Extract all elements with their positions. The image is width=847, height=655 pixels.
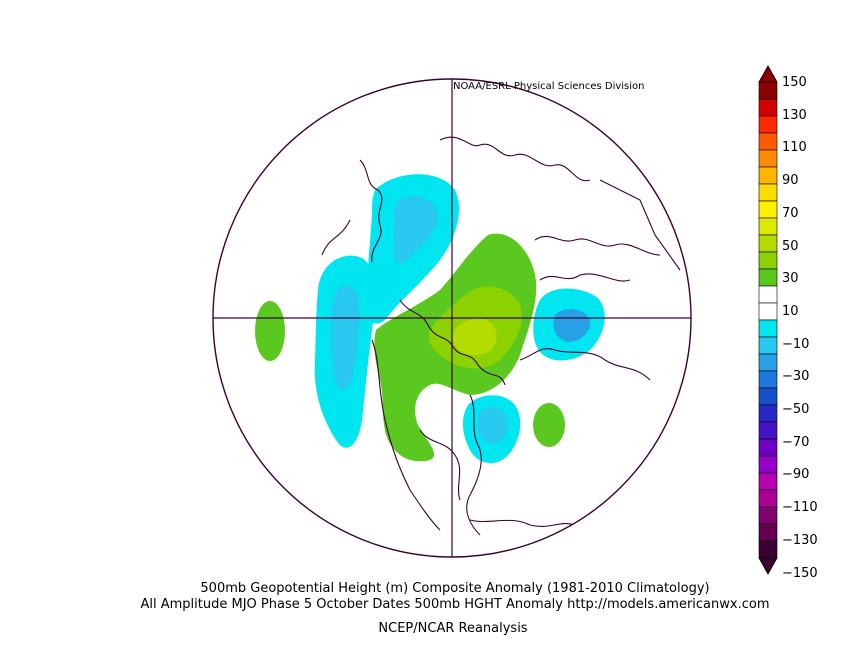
colorbar-swatch — [758, 421, 778, 440]
colorbar-swatch — [758, 523, 778, 542]
colorbar-swatch — [758, 268, 778, 287]
colorbar-tick-label: −110 — [782, 500, 818, 516]
colorbar-swatch — [758, 336, 778, 355]
anomaly-positive-pacific — [255, 301, 285, 361]
colorbar-swatch — [758, 81, 778, 100]
colorbar-swatch — [758, 251, 778, 270]
anomaly-negative-pacific-core — [330, 284, 360, 391]
colorbar-tick-label: 110 — [782, 140, 807, 156]
colorbar-top-arrow — [758, 65, 778, 83]
credit-text: NOAA/ESRL Physical Sciences Division — [453, 81, 645, 92]
colorbar-tick-label: −10 — [782, 336, 810, 352]
colorbar-swatch — [758, 132, 778, 151]
colorbar-swatch — [758, 98, 778, 117]
caption-subtitle: All Amplitude MJO Phase 5 October Dates … — [140, 597, 770, 612]
colorbar-swatch — [758, 200, 778, 219]
caption-source: NCEP/NCAR Reanalysis — [378, 621, 528, 636]
colorbar-swatch — [758, 472, 778, 491]
anomaly-negative-arctic-core — [393, 196, 439, 264]
colorbar-swatch — [758, 455, 778, 474]
colorbar-swatch — [758, 149, 778, 168]
colorbar-swatch — [758, 319, 778, 338]
colorbar-swatch — [758, 353, 778, 372]
anomaly-negative-eurasia-core — [553, 308, 591, 342]
colorbar-tick-label: −30 — [782, 369, 810, 385]
colorbar-swatch — [758, 387, 778, 406]
colorbar-swatch — [758, 540, 778, 559]
colorbar-swatch — [758, 370, 778, 389]
colorbar-tick-label: 50 — [782, 238, 799, 254]
colorbar-tick-label: 150 — [782, 75, 807, 90]
colorbar-tick-label: −50 — [782, 402, 810, 417]
colorbar-swatch — [758, 506, 778, 525]
coastlines — [321, 136, 681, 536]
colorbar — [758, 65, 778, 575]
anomaly-field — [255, 174, 605, 464]
colorbar-swatch — [758, 438, 778, 457]
colorbar-tick-label: −70 — [782, 434, 810, 450]
colorbar-swatch — [758, 285, 778, 304]
anomaly-positive-atlantic — [533, 403, 565, 447]
colorbar-swatch — [758, 217, 778, 236]
colorbar-tick-label: 10 — [782, 303, 799, 319]
colorbar-tick-label: 70 — [782, 205, 799, 221]
caption-title: 500mb Geopotential Height (m) Composite … — [200, 581, 710, 596]
colorbar-tick-label: 30 — [782, 271, 799, 287]
colorbar-swatch — [758, 115, 778, 134]
anomaly-negative-eastern-us-core — [478, 407, 509, 444]
colorbar-swatch — [758, 183, 778, 202]
colorbar-tick-label: −130 — [782, 532, 818, 548]
colorbar-swatch — [758, 166, 778, 185]
colorbar-tick-label: 90 — [782, 173, 799, 189]
colorbar-swatch — [758, 234, 778, 253]
colorbar-bottom-arrow — [758, 557, 778, 575]
colorbar-swatch — [758, 489, 778, 508]
colorbar-swatch — [758, 404, 778, 423]
colorbar-swatch — [758, 302, 778, 321]
anomaly-positive-core2 — [452, 318, 497, 356]
colorbar-tick-label: 130 — [782, 107, 807, 123]
colorbar-tick-label: −150 — [782, 565, 818, 581]
colorbar-tick-label: −90 — [782, 467, 810, 483]
